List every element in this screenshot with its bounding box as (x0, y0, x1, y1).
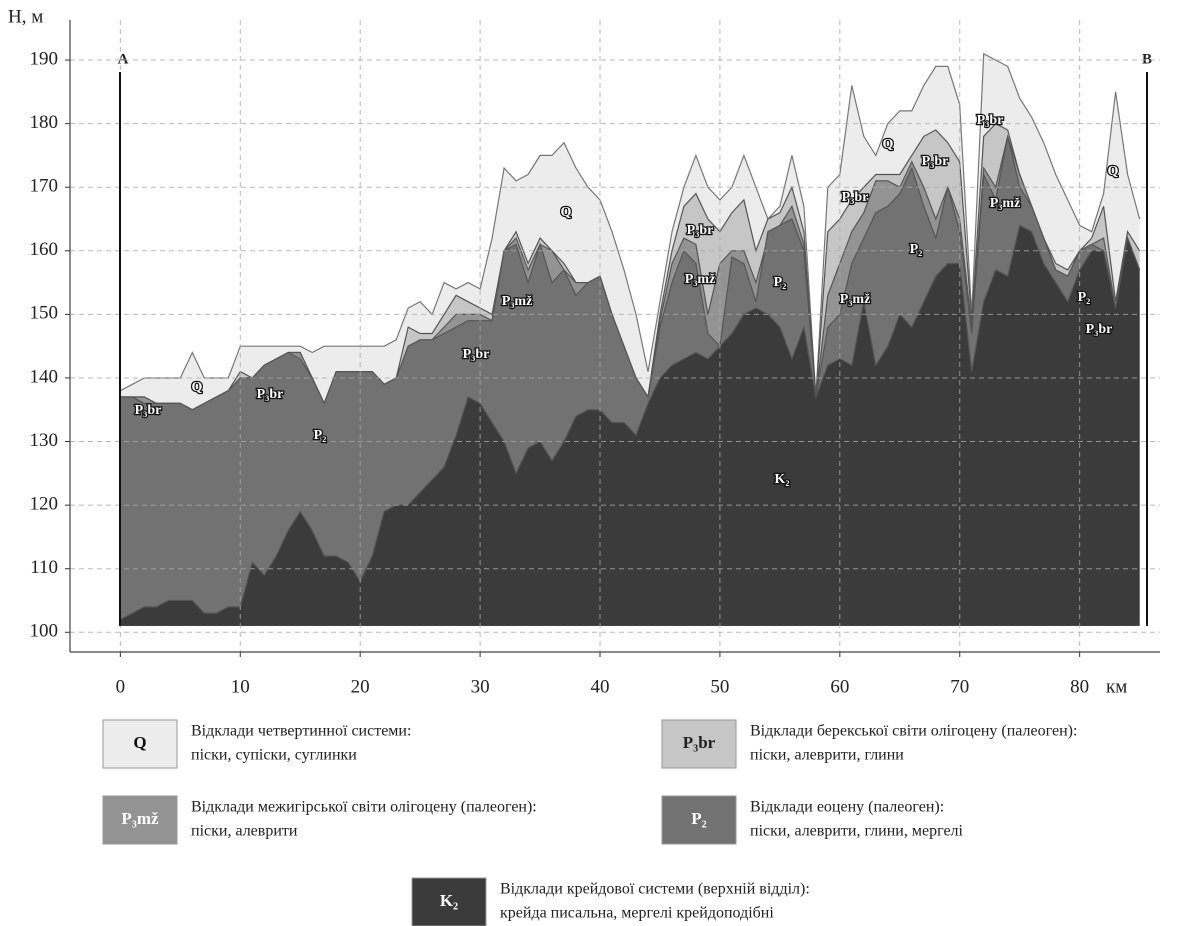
y-tick-label: 160 (30, 239, 59, 260)
section-start: A (118, 51, 129, 67)
x-tick-label: 0 (116, 676, 126, 697)
y-tick-label: 140 (30, 366, 59, 387)
legend-symbol: Q (133, 733, 146, 752)
y-axis-label: H, м (8, 6, 43, 27)
x-tick-label: 70 (950, 676, 969, 697)
x-tick-label: 20 (351, 676, 370, 697)
chart: H, м км A B 1001101201301401501601701801… (0, 0, 1188, 926)
layer-label: Q (1108, 164, 1119, 179)
y-tick-label: 190 (30, 48, 59, 69)
legend-symbol: P₂ (691, 809, 706, 828)
layer-label: P₃mž (685, 272, 716, 287)
y-tick-label: 170 (30, 176, 59, 197)
y-tick-label: 180 (30, 112, 59, 133)
layer-label: P₃br (922, 154, 949, 169)
layer-label: P₂ (1078, 290, 1091, 305)
x-tick-label: 10 (231, 676, 250, 697)
x-tick-label: 80 (1070, 676, 1089, 697)
legend-label: Відклади межигірської світи олігоцену (п… (191, 799, 537, 816)
y-tick-label: 150 (30, 303, 59, 324)
layer-label: Q (192, 380, 203, 395)
legend-description: піски, алеврити (191, 823, 298, 840)
layer-label: P₃br (687, 223, 714, 238)
legend-description: піски, супіски, суглинки (191, 747, 357, 764)
legend-label: Відклади еоцену (палеоген): (750, 799, 944, 816)
layer-label: P₂ (314, 428, 327, 443)
layer-label: Q (561, 205, 572, 220)
layer-label: P₃mž (840, 292, 871, 307)
y-tick-label: 120 (30, 493, 59, 514)
y-tick-label: 100 (30, 621, 59, 642)
layer-label: Q (883, 137, 894, 152)
x-tick-label: 40 (591, 676, 610, 697)
legend-label: Відклади крейдової системи (верхній відд… (500, 881, 810, 898)
layer-label: P₃br (463, 347, 490, 362)
legend-label: Відклади четвертинної системи: (191, 723, 411, 740)
layer-label: P₃mž (502, 294, 533, 309)
x-tick-label: 30 (471, 676, 490, 697)
layer-label: P₃br (257, 387, 284, 402)
layer-label: P₃br (842, 190, 869, 205)
legend-label: Відклади берекської світи олігоцену (пал… (750, 723, 1077, 740)
legend-symbol: K₂ (440, 891, 458, 910)
legend-description: крейда писальна, мергелі крейдоподібні (500, 905, 774, 922)
layer-label: P₃br (977, 113, 1004, 128)
y-tick-label: 130 (30, 430, 59, 451)
section-end: B (1142, 51, 1152, 67)
layer-label: P₂ (910, 242, 923, 257)
layer-label: P₂ (774, 275, 787, 290)
layer-label: K₂ (774, 472, 789, 487)
y-tick-label: 110 (30, 557, 58, 578)
x-tick-label: 50 (710, 676, 729, 697)
x-tick-label: 60 (830, 676, 849, 697)
legend-description: піски, алеврити, глини, мергелі (750, 823, 964, 840)
layer-label: P₃br (1086, 322, 1113, 337)
legend-description: піски, алеврити, глини (750, 747, 904, 764)
layer-label: P₃br (135, 403, 162, 418)
x-axis-label: км (1106, 676, 1127, 697)
legend-symbol: P₃mž (121, 809, 159, 828)
layer-label: P₃mž (990, 196, 1021, 211)
legend-symbol: P₃br (683, 733, 716, 752)
